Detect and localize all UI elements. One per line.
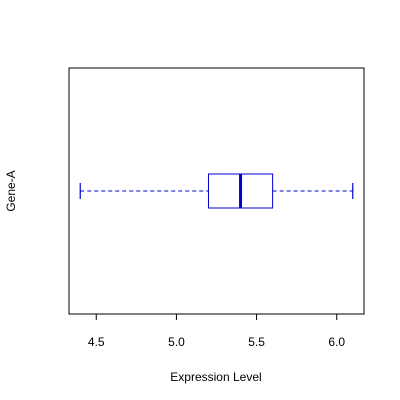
x-tick-label: 4.5 [88, 335, 105, 349]
boxplot-series [79, 173, 354, 209]
x-tick-label: 5.0 [168, 335, 185, 349]
x-axis-label: Expression Level [170, 370, 261, 384]
x-axis: 4.5 5.0 5.5 6.0 [88, 314, 345, 349]
y-axis-label: Gene-A [4, 170, 18, 211]
x-tick-label: 5.5 [248, 335, 265, 349]
x-tick-label: 6.0 [328, 335, 345, 349]
plot-frame [68, 67, 365, 315]
